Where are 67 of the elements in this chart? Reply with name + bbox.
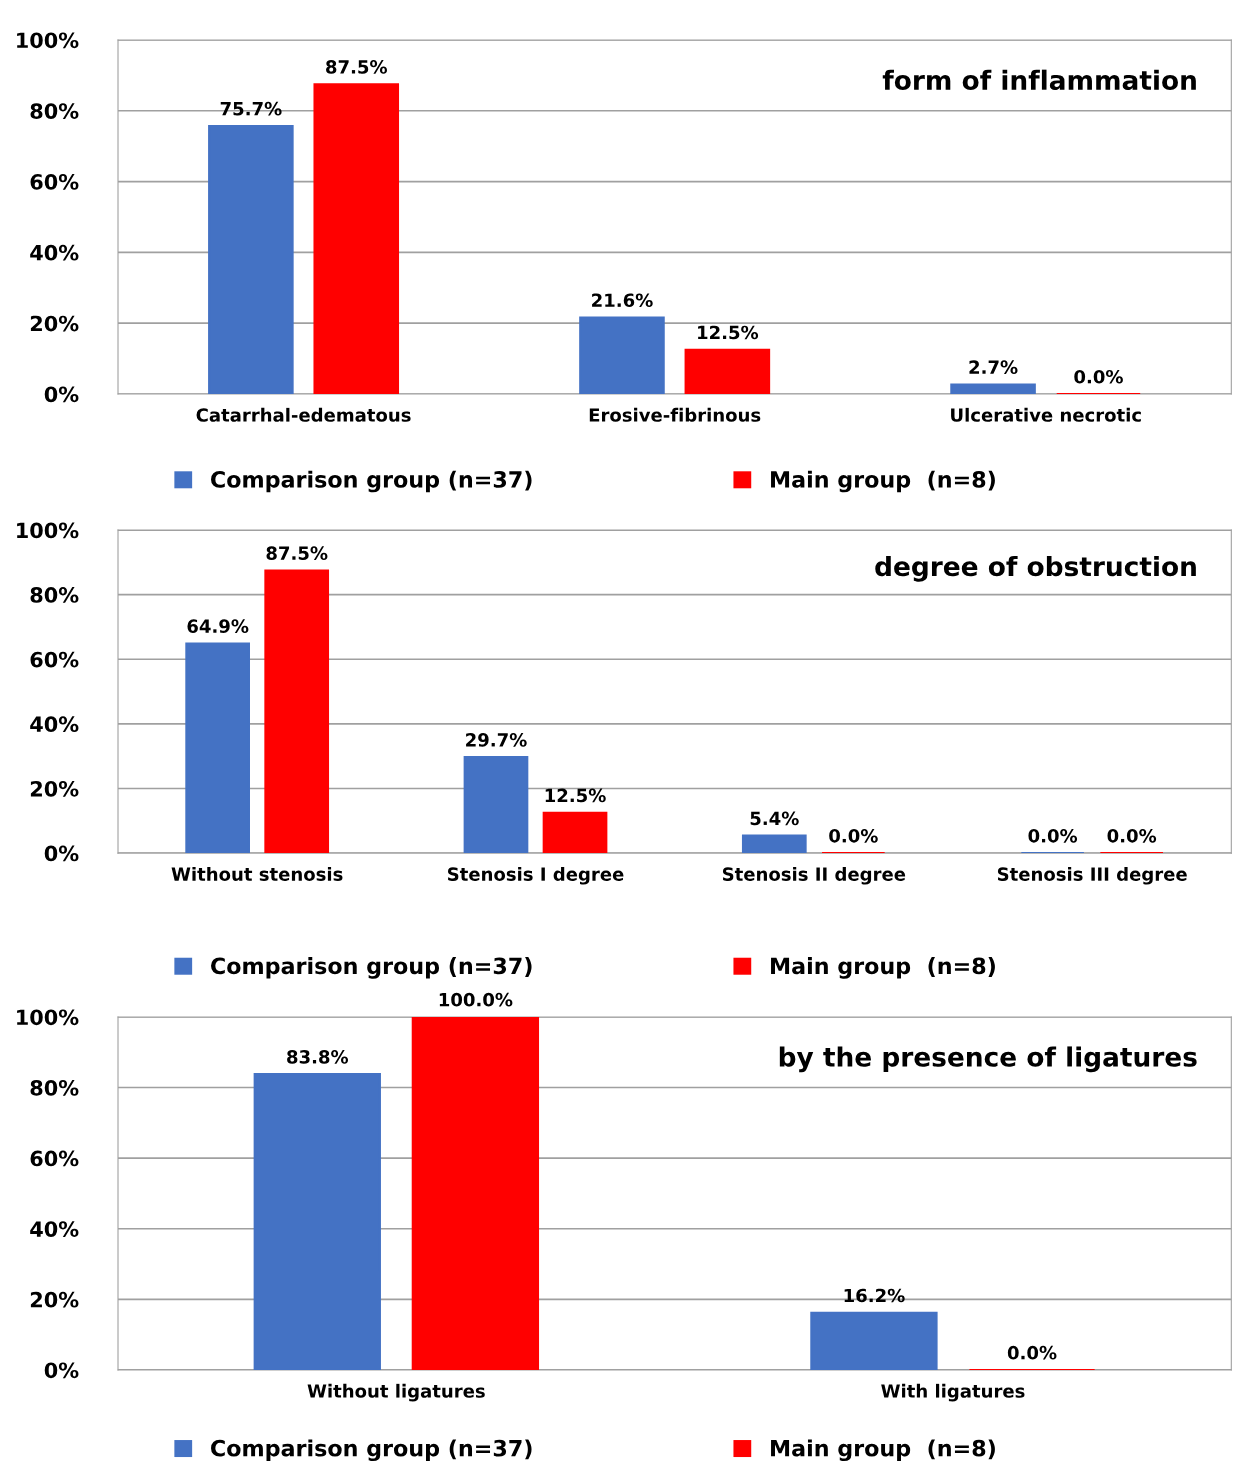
- legend-label: Main group (n=8): [771, 957, 995, 979]
- y-tick-label: 0%: [44, 1362, 79, 1379]
- bar: [579, 316, 665, 394]
- bar: [313, 83, 400, 394]
- data-label: 64.9%: [187, 619, 249, 633]
- y-tick-label: 20%: [30, 780, 79, 797]
- y-tick-label: 60%: [30, 651, 79, 668]
- x-tick-label: Without stenosis: [171, 866, 343, 881]
- x-tick-label: Stenosis III degree: [997, 866, 1187, 885]
- y-tick-label: 40%: [30, 1221, 79, 1237]
- y-tick-label: 40%: [30, 716, 79, 733]
- data-label: 100.0%: [439, 992, 513, 1007]
- data-label: 87.5%: [266, 546, 328, 560]
- y-tick-label: 80%: [30, 1079, 79, 1096]
- data-label: 0.0%: [1007, 1345, 1057, 1360]
- text: form of inflammation: [882, 69, 1196, 91]
- legend-label: Comparison group (n=37): [211, 1439, 532, 1462]
- y-tick-label: 100%: [17, 522, 79, 539]
- y-tick-label: 80%: [30, 587, 79, 603]
- legend-label: Main group (n=8): [771, 470, 995, 493]
- bar: [950, 383, 1036, 394]
- x-tick-label: Erosive-fibrinous: [589, 407, 761, 422]
- data-label: 29.7%: [466, 733, 527, 747]
- y-tick-label: 80%: [30, 103, 79, 119]
- y-tick-label: 60%: [30, 1150, 79, 1167]
- text: by the presence of ligatures: [779, 1046, 1197, 1073]
- data-label: 0.0%: [1107, 828, 1157, 843]
- data-label: 75.7%: [220, 101, 282, 116]
- data-label: 0.0%: [829, 828, 878, 843]
- bar: [411, 1016, 540, 1370]
- bar: [810, 1311, 938, 1370]
- data-label: 21.6%: [592, 293, 653, 308]
- y-tick-label: 100%: [17, 1009, 79, 1026]
- data-label: 87.5%: [326, 60, 387, 74]
- data-label: 5.4%: [750, 811, 799, 826]
- x-tick-label: Ulcerative necrotic: [951, 407, 1141, 422]
- data-label: 12.5%: [698, 325, 759, 340]
- data-label: 12.5%: [545, 788, 606, 803]
- y-tick-label: 20%: [30, 315, 79, 332]
- text: degree of obstruction: [875, 555, 1196, 582]
- y-tick-label: 0%: [44, 845, 79, 862]
- data-label: 0.0%: [1074, 369, 1123, 384]
- y-tick-label: 40%: [30, 244, 79, 261]
- data-label: 83.8%: [287, 1050, 349, 1064]
- y-tick-label: 60%: [30, 174, 79, 190]
- y-tick-label: 0%: [44, 386, 79, 403]
- bar: [264, 569, 330, 854]
- x-tick-label: Catarrhal-edematous: [196, 407, 411, 422]
- data-label: 2.7%: [969, 360, 1018, 374]
- bar: [208, 124, 294, 394]
- y-tick-label: 20%: [30, 1291, 79, 1308]
- bar: [463, 756, 529, 854]
- bar: [253, 1073, 381, 1370]
- x-tick-label: Stenosis I degree: [447, 866, 624, 885]
- legend-label: Comparison group (n=37): [211, 957, 532, 979]
- x-tick-label: Stenosis II degree: [722, 866, 906, 885]
- data-label: 16.2%: [844, 1288, 905, 1303]
- legend-label: Comparison group (n=37): [211, 470, 532, 493]
- x-tick-label: Without ligatures: [307, 1383, 485, 1402]
- x-tick-label: With ligatures: [881, 1383, 1025, 1402]
- data-label: 0.0%: [1028, 828, 1078, 843]
- bar: [542, 811, 608, 854]
- y-tick-label: 100%: [17, 32, 79, 49]
- bar: [684, 348, 771, 394]
- bar: [185, 642, 250, 854]
- bar: [741, 834, 807, 854]
- legend-label: Main group (n=8): [771, 1439, 995, 1462]
